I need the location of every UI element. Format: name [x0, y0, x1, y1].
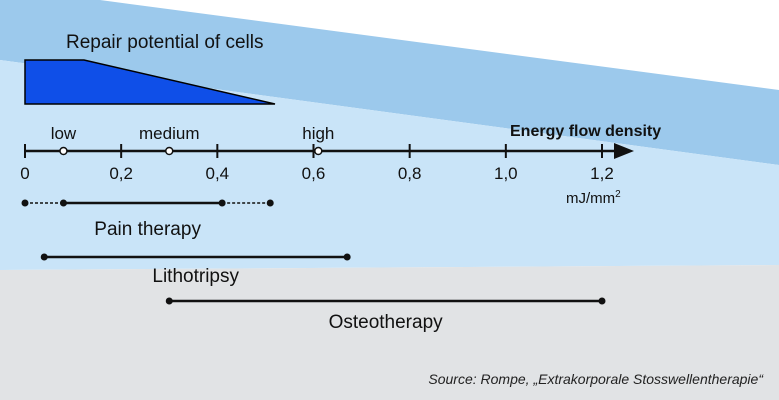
- axis-unit-exponent: 2: [615, 189, 621, 200]
- axis-label: Energy flow density: [510, 123, 661, 140]
- marker-high: [314, 146, 323, 156]
- axis-arrow-icon: [614, 143, 634, 159]
- axis-unit: mJ/mm2: [566, 189, 621, 207]
- lithotripsy-start-dot: [40, 253, 48, 261]
- pain-therapy-extension-left-dot: [21, 199, 29, 207]
- lithotripsy-end-dot: [343, 253, 351, 261]
- axis-ticks: 0 0,2 0,4 0,6 0,8 1,0 1,2: [20, 144, 614, 183]
- repair-potential-wedge: [24, 59, 276, 105]
- osteotherapy-label: Osteotherapy: [329, 312, 444, 333]
- source-note: Source: Rompe, „Extrakorporale Stosswell…: [428, 371, 764, 387]
- marker-label-low: low: [51, 124, 77, 143]
- axis-unit-base: mJ/mm: [566, 190, 615, 207]
- axis-tick-label-0: 0: [20, 164, 29, 183]
- therapy-ranges: Pain therapy Lithotripsy Osteotherapy: [21, 199, 606, 333]
- background-gray-band: [0, 265, 779, 400]
- osteotherapy-start-dot: [165, 297, 173, 305]
- pain-therapy-extension-right-dot: [266, 199, 274, 207]
- density-markers: low medium high: [51, 124, 334, 156]
- marker-label-medium: medium: [139, 124, 199, 143]
- marker-label-high: high: [302, 124, 334, 143]
- axis-tick-label-5: 1,0: [494, 164, 518, 183]
- axis-tick-label-1: 0,2: [109, 164, 133, 183]
- marker-medium: [165, 146, 174, 156]
- pain-therapy-label: Pain therapy: [94, 219, 201, 240]
- pain-therapy-start-dot: [59, 199, 67, 207]
- axis-tick-label-6: 1,2: [590, 164, 614, 183]
- axis-tick-label-3: 0,6: [302, 164, 326, 183]
- marker-low: [59, 146, 68, 156]
- background-band-light: [0, 60, 779, 270]
- axis-tick-label-2: 0,4: [206, 164, 230, 183]
- repair-potential-title: Repair potential of cells: [66, 32, 264, 53]
- axis-tick-label-4: 0,8: [398, 164, 422, 183]
- background-band-dark: [0, 0, 779, 165]
- osteotherapy-end-dot: [598, 297, 606, 305]
- lithotripsy-label: Lithotripsy: [152, 266, 239, 287]
- pain-therapy-end-dot: [218, 199, 226, 207]
